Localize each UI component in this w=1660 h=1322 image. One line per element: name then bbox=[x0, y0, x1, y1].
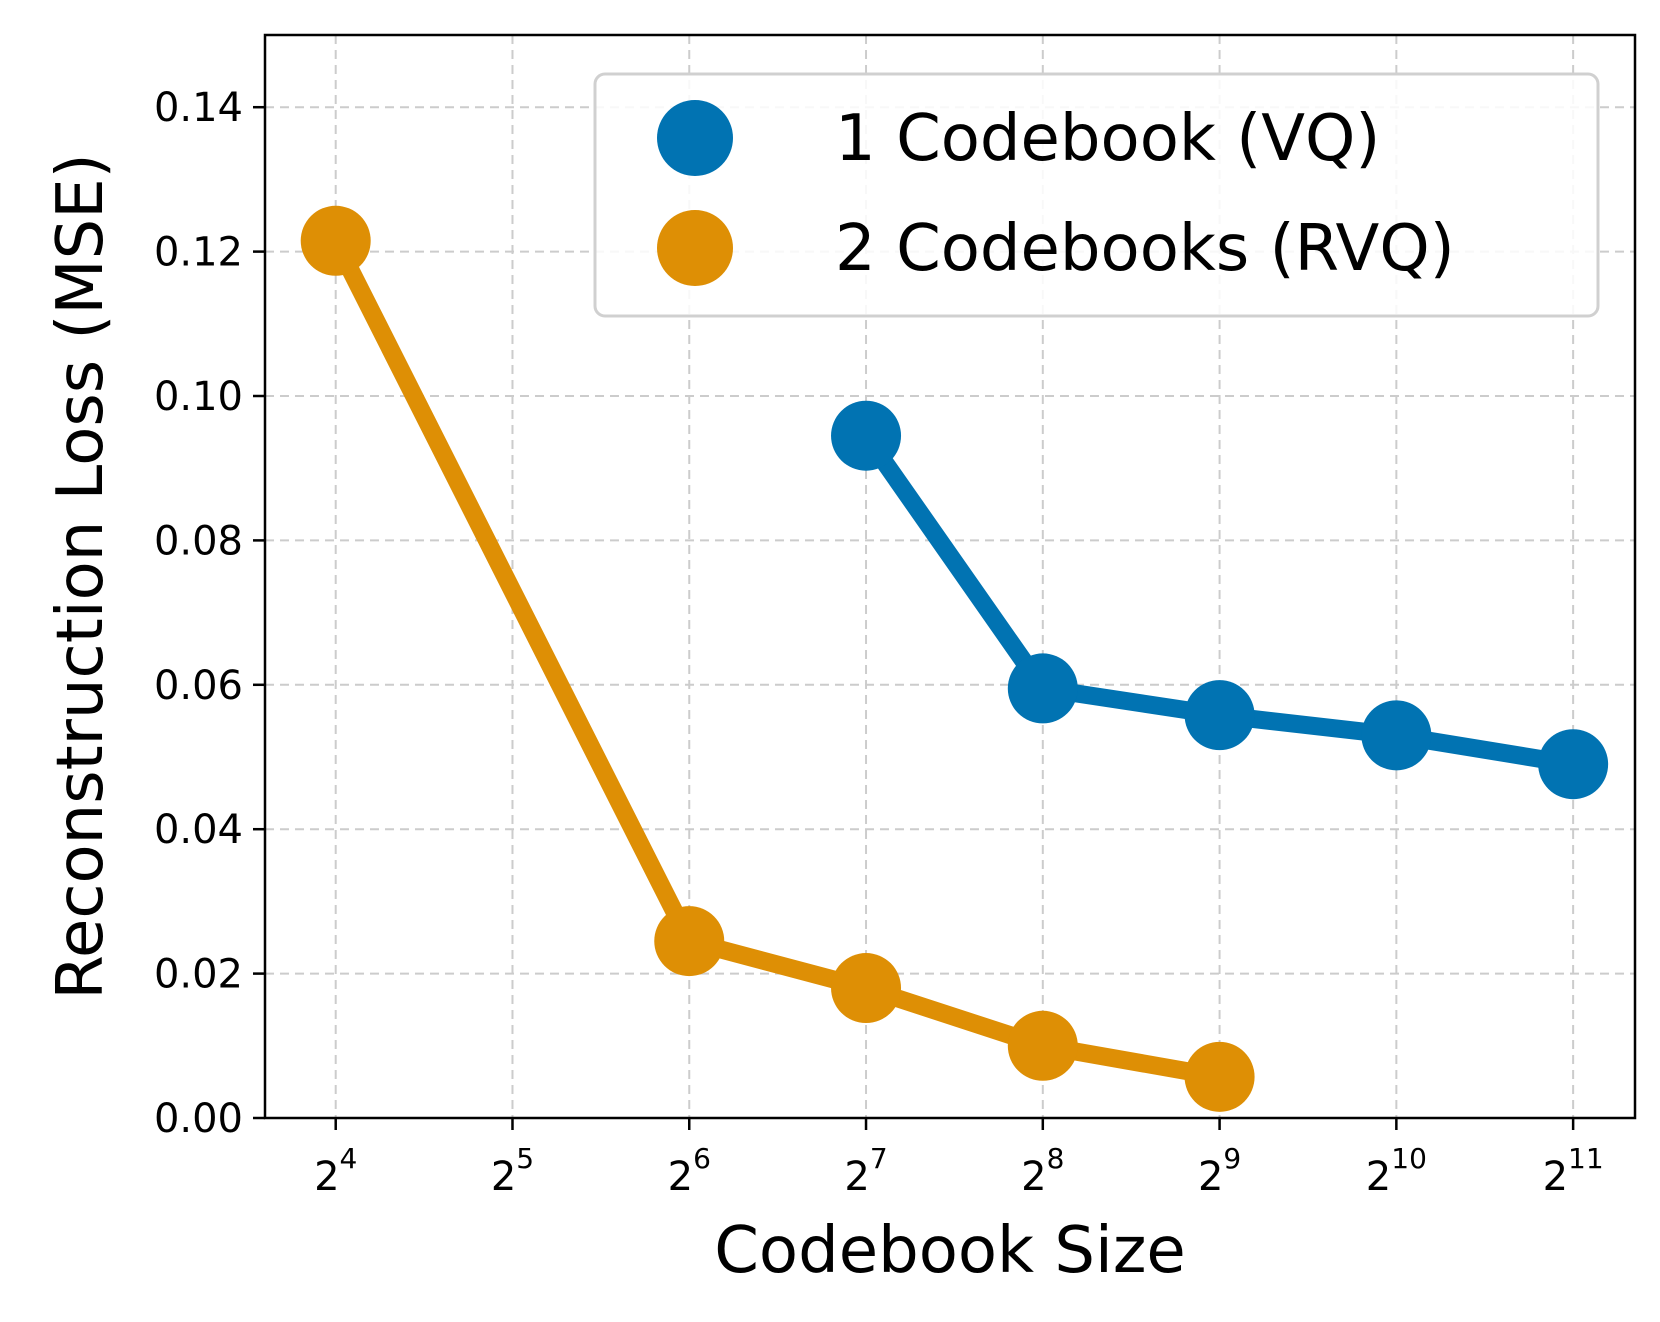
data-point-vq bbox=[1007, 653, 1078, 724]
y-tick-label: 0.08 bbox=[154, 518, 243, 564]
data-point-rvq bbox=[1007, 1010, 1078, 1081]
x-tick-label: 210 bbox=[1366, 1142, 1427, 1200]
x-tick-label: 28 bbox=[1021, 1142, 1064, 1200]
x-tick-label: 27 bbox=[844, 1142, 887, 1200]
legend-marker-vq bbox=[657, 100, 733, 176]
x-tick-base: 2 bbox=[844, 1154, 869, 1200]
data-point-rvq bbox=[300, 205, 371, 276]
x-tick-exponent: 7 bbox=[870, 1142, 888, 1175]
legend-box bbox=[593, 72, 1600, 318]
legend-label-vq: 1 Codebook (VQ) bbox=[835, 102, 1380, 176]
x-tick-exponent: 11 bbox=[1568, 1142, 1604, 1175]
x-tick-base: 2 bbox=[1366, 1154, 1391, 1200]
x-tick-base: 2 bbox=[491, 1154, 516, 1200]
x-axis-label: Codebook Size bbox=[714, 1214, 1186, 1288]
data-point-vq bbox=[831, 400, 902, 471]
x-tick-exponent: 10 bbox=[1391, 1142, 1427, 1175]
legend: 1 Codebook (VQ) 2 Codebooks (RVQ) bbox=[593, 72, 1600, 318]
data-point-rvq bbox=[654, 906, 725, 977]
x-tick-exponent: 9 bbox=[1223, 1142, 1241, 1175]
x-tick-exponent: 5 bbox=[516, 1142, 534, 1175]
legend-label-rvq: 2 Codebooks (RVQ) bbox=[835, 212, 1455, 286]
y-tick-label: 0.14 bbox=[154, 85, 243, 131]
x-tick-exponent: 6 bbox=[693, 1142, 711, 1175]
x-tick-base: 2 bbox=[1021, 1154, 1046, 1200]
data-point-vq bbox=[1538, 729, 1609, 800]
data-point-rvq bbox=[1184, 1041, 1255, 1112]
y-axis-label: Reconstruction Loss (MSE) bbox=[44, 153, 118, 999]
x-tick-base: 2 bbox=[314, 1154, 339, 1200]
x-tick-base: 2 bbox=[1198, 1154, 1223, 1200]
x-tick-base: 2 bbox=[1543, 1154, 1568, 1200]
x-tick-exponent: 8 bbox=[1047, 1142, 1065, 1175]
x-tick-label: 24 bbox=[314, 1142, 357, 1200]
plot-series bbox=[300, 205, 1609, 1112]
legend-marker-rvq bbox=[657, 210, 733, 286]
plot-frame bbox=[263, 33, 1637, 1120]
data-point-vq bbox=[1361, 700, 1432, 771]
y-tick-label: 0.10 bbox=[154, 374, 243, 420]
y-tick-label: 0.00 bbox=[154, 1096, 243, 1142]
x-tick-label: 211 bbox=[1543, 1142, 1604, 1200]
x-tick-exponent: 4 bbox=[340, 1142, 358, 1175]
x-tick-label: 29 bbox=[1198, 1142, 1241, 1200]
data-point-vq bbox=[1184, 680, 1255, 751]
data-point-rvq bbox=[831, 953, 902, 1024]
y-tick-label: 0.12 bbox=[154, 230, 243, 276]
y-tick-label: 0.06 bbox=[154, 663, 243, 709]
y-tick-label: 0.04 bbox=[154, 807, 243, 853]
y-tick-label: 0.02 bbox=[154, 952, 243, 998]
x-tick-label: 26 bbox=[668, 1142, 711, 1200]
x-tick-label: 25 bbox=[491, 1142, 534, 1200]
x-tick-base: 2 bbox=[668, 1154, 693, 1200]
